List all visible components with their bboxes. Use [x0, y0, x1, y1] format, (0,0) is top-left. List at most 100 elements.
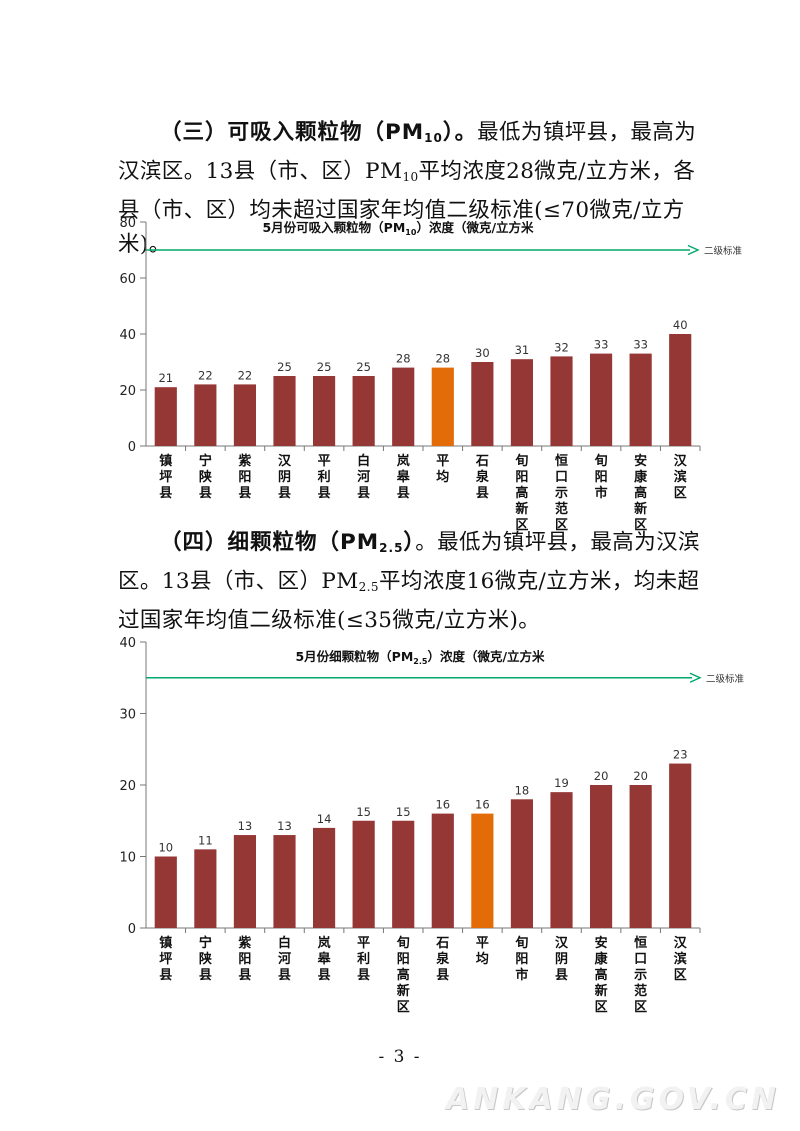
y-tick-label: 0 — [128, 440, 136, 455]
reference-arrow-head — [687, 244, 700, 256]
bar — [352, 820, 375, 928]
bar — [273, 376, 296, 446]
x-tick-label: 恒口示范区 — [634, 935, 647, 1015]
bar-value-label: 22 — [238, 368, 253, 382]
bar-value-label: 25 — [356, 360, 371, 374]
x-tick-label: 平均 — [476, 936, 489, 967]
bar-value-label: 32 — [554, 340, 569, 354]
x-tick-label: 白河县 — [278, 935, 291, 983]
y-tick-label: 40 — [119, 636, 136, 651]
x-tick-label: 旬阳市 — [594, 453, 608, 501]
bar-value-label: 21 — [158, 371, 173, 385]
bar-value-label: 22 — [198, 368, 213, 382]
bar-value-label: 15 — [396, 805, 411, 819]
bar-value-label: 15 — [356, 805, 371, 819]
x-tick-label: 岚皋县 — [318, 935, 332, 983]
x-tick-label: 恒口示范区 — [555, 453, 568, 533]
chart-title: 5月份细颗粒物（PM2.5）浓度（微克/立方米 — [295, 649, 545, 666]
bar — [392, 367, 415, 446]
x-tick-label: 安康高新区 — [634, 453, 648, 533]
section3-heading: （三）可吸入颗粒物（PM10）。 — [160, 120, 478, 145]
bar — [471, 813, 494, 928]
x-tick-label: 平均 — [436, 454, 449, 485]
x-tick-label: 平利县 — [357, 936, 370, 983]
bar — [194, 849, 217, 928]
bar-value-label: 25 — [277, 360, 292, 374]
section4-text: 。最低为镇坪县，最高为汉滨区。13县（市、区）PM2.5平均浓度16微克/立方米… — [118, 530, 700, 633]
bar — [194, 384, 217, 446]
reference-arrow-head — [689, 672, 702, 683]
x-tick-label: 汉滨区 — [674, 935, 688, 983]
x-tick-label: 旬阳高新区 — [396, 935, 410, 1015]
chart-title: 5月份可吸入颗粒物（PM10）浓度（微克/立方米 — [262, 220, 534, 237]
bar-value-label: 28 — [396, 352, 411, 366]
bar — [352, 376, 375, 446]
reference-line-label: 二级标准 — [704, 245, 743, 257]
x-tick-label: 镇坪县 — [159, 935, 172, 983]
x-tick-label: 旬阳市 — [514, 935, 528, 983]
bar — [312, 827, 336, 928]
bar — [589, 353, 613, 446]
bar — [550, 792, 573, 928]
x-tick-label: 岚皋县 — [397, 453, 411, 501]
bar-value-label: 30 — [475, 346, 490, 360]
x-tick-label: 旬阳高新区 — [514, 453, 528, 533]
bar-value-label: 14 — [317, 812, 332, 826]
bar — [154, 856, 177, 928]
x-tick-label: 镇坪县 — [159, 453, 172, 501]
y-tick-label: 40 — [119, 328, 136, 343]
bar-value-label: 13 — [238, 819, 253, 833]
bar — [273, 835, 296, 928]
bar — [233, 835, 257, 928]
x-tick-label: 平利县 — [318, 454, 331, 501]
y-tick-label: 30 — [119, 708, 136, 723]
bar — [431, 813, 454, 928]
bar-value-label: 16 — [475, 798, 490, 812]
bar — [629, 785, 652, 928]
bar-value-label: 33 — [633, 338, 648, 352]
y-tick-label: 0 — [128, 922, 136, 937]
bar — [510, 799, 534, 928]
bar-value-label: 33 — [594, 338, 609, 352]
bar-value-label: 23 — [673, 748, 688, 762]
bar — [669, 763, 692, 928]
bar-value-label: 16 — [435, 798, 450, 812]
y-tick-label: 60 — [119, 272, 136, 287]
bar-value-label: 31 — [515, 343, 530, 357]
bar-value-label: 18 — [515, 783, 530, 797]
bar-value-label: 40 — [673, 318, 688, 332]
section4-heading: （四）细颗粒物（PM2.5） — [160, 530, 416, 555]
bar-value-label: 11 — [198, 833, 213, 847]
x-tick-label: 石泉县 — [475, 454, 490, 501]
x-tick-label: 汉滨区 — [674, 453, 688, 501]
x-tick-label: 紫阳县 — [238, 453, 251, 501]
watermark-logo: ANKANG.GOV.CN — [445, 1082, 780, 1117]
y-tick-label: 20 — [119, 779, 136, 794]
bar-value-label: 13 — [277, 819, 292, 833]
bar — [392, 820, 415, 928]
bar — [669, 334, 692, 446]
x-tick-label: 汉阴县 — [555, 935, 569, 983]
x-tick-label: 汉阴县 — [278, 453, 292, 501]
bar-value-label: 25 — [317, 360, 332, 374]
bar — [589, 785, 613, 928]
section3-paragraph: （三）可吸入颗粒物（PM10）。最低为镇坪县，最高为汉滨区。13县（市、区）PM… — [118, 116, 708, 262]
bar — [431, 367, 454, 446]
section4-paragraph: （四）细颗粒物（PM2.5）。最低为镇坪县，最高为汉滨区。13县（市、区）PM2… — [118, 526, 708, 638]
section3-text: 最低为镇坪县，最高为汉滨区。13县（市、区）PM10平均浓度28微克/立方米，各… — [118, 120, 697, 257]
bar — [233, 384, 257, 446]
x-tick-label: 石泉县 — [435, 936, 450, 983]
y-tick-label: 20 — [119, 384, 136, 399]
bar — [550, 356, 573, 446]
x-tick-label: 紫阳县 — [238, 935, 251, 983]
bar-value-label: 20 — [633, 769, 648, 783]
x-tick-label: 白河县 — [357, 453, 370, 501]
x-tick-label: 安康高新区 — [595, 935, 609, 1015]
bar-value-label: 20 — [594, 769, 609, 783]
bar — [154, 387, 177, 446]
bar — [510, 359, 534, 446]
y-tick-label: 80 — [119, 216, 136, 231]
y-tick-label: 10 — [119, 851, 136, 866]
